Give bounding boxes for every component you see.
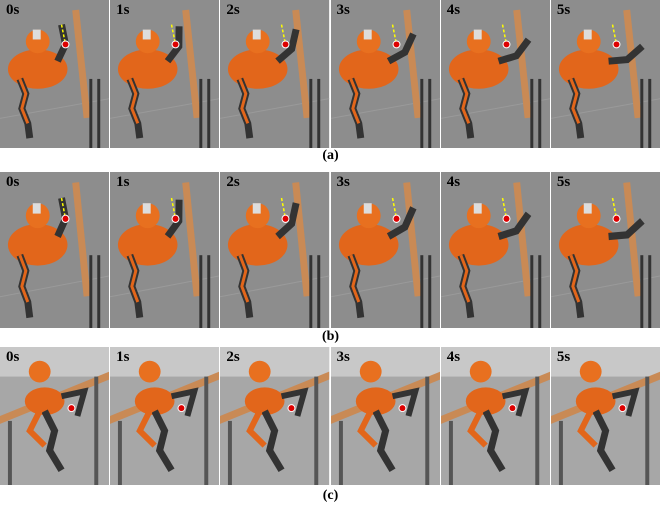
caption: (a) — [0, 148, 661, 164]
robot-scene — [331, 172, 440, 328]
robot-scene — [441, 172, 550, 328]
time-label: 4s — [447, 2, 460, 19]
time-label: 0s — [6, 349, 19, 366]
frame: 4s — [441, 347, 551, 485]
time-label: 2s — [226, 174, 239, 191]
robot-scene — [551, 172, 660, 328]
frame: 3s — [331, 172, 441, 328]
robot-scene — [220, 0, 329, 148]
time-label: 3s — [337, 2, 350, 19]
strip-c: 0s 1s 2s 3s — [0, 347, 661, 485]
robot-scene — [0, 347, 109, 485]
frame: 0s — [0, 347, 110, 485]
robot-scene — [220, 347, 329, 485]
time-label: 1s — [116, 349, 129, 366]
frame: 4s — [441, 0, 551, 148]
robot-scene — [110, 0, 219, 148]
robot-scene — [110, 347, 219, 485]
time-label: 4s — [447, 174, 460, 191]
frame: 0s — [0, 0, 110, 148]
robot-scene — [441, 0, 550, 148]
frame: 5s — [551, 172, 661, 328]
frame: 1s — [110, 0, 220, 148]
time-label: 0s — [6, 2, 19, 19]
robot-scene — [110, 172, 219, 328]
time-label: 5s — [557, 2, 570, 19]
robot-scene — [0, 0, 109, 148]
time-label: 2s — [226, 2, 239, 19]
frame: 3s — [331, 0, 441, 148]
robot-scene — [551, 347, 660, 485]
strip-b: 0s 1s 2s — [0, 172, 661, 328]
caption: (c) — [0, 488, 661, 504]
figure: 0s 1s 2s — [0, 0, 661, 511]
robot-scene — [551, 0, 660, 148]
time-label: 0s — [6, 174, 19, 191]
robot-scene — [331, 347, 440, 485]
time-label: 3s — [337, 349, 350, 366]
frame: 2s — [220, 172, 330, 328]
robot-scene — [0, 172, 109, 328]
frame: 1s — [110, 347, 220, 485]
frame: 2s — [220, 0, 330, 148]
frame: 1s — [110, 172, 220, 328]
time-label: 5s — [557, 349, 570, 366]
time-label: 4s — [447, 349, 460, 366]
frame: 3s — [331, 347, 441, 485]
robot-scene — [441, 347, 550, 485]
time-label: 3s — [337, 174, 350, 191]
frame: 5s — [551, 347, 661, 485]
frame: 0s — [0, 172, 110, 328]
robot-scene — [331, 0, 440, 148]
strip-a: 0s 1s 2s — [0, 0, 661, 148]
frame: 5s — [551, 0, 661, 148]
time-label: 2s — [226, 349, 239, 366]
robot-scene — [220, 172, 329, 328]
time-label: 1s — [116, 2, 129, 19]
frame: 4s — [441, 172, 551, 328]
time-label: 1s — [116, 174, 129, 191]
caption: (b) — [0, 329, 661, 345]
time-label: 5s — [557, 174, 570, 191]
frame: 2s — [220, 347, 330, 485]
